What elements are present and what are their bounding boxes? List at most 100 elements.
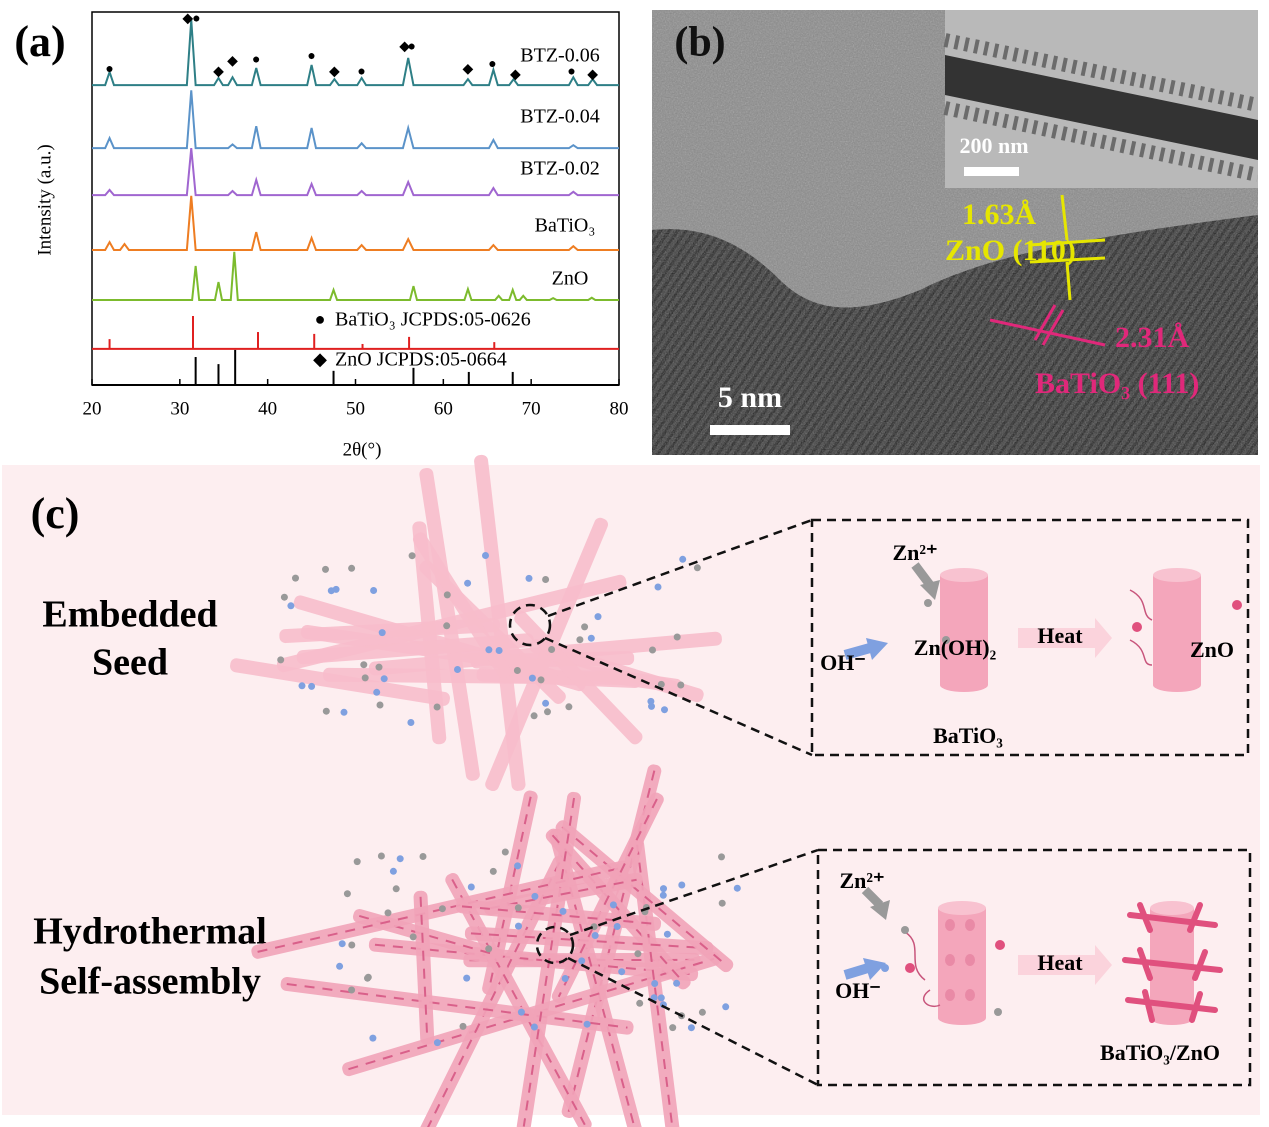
fringe-marker xyxy=(1029,194,1106,301)
ion xyxy=(343,890,351,898)
ion xyxy=(677,681,685,689)
ion xyxy=(467,883,475,891)
ion xyxy=(308,682,316,690)
ion xyxy=(292,574,299,582)
scale-label: 5 nm xyxy=(718,381,782,414)
peak-marker: ● xyxy=(567,64,575,79)
ion xyxy=(433,703,441,711)
ion xyxy=(528,674,536,682)
peak-marker: ● xyxy=(488,57,496,72)
cylinder xyxy=(940,575,988,685)
arrow xyxy=(870,900,890,920)
arrow xyxy=(861,886,884,909)
fiber-seam xyxy=(461,905,656,925)
ion xyxy=(443,622,451,630)
ion xyxy=(360,661,368,669)
ion xyxy=(544,708,551,716)
legend-symbol: ◆ xyxy=(313,349,327,369)
ion xyxy=(322,707,330,715)
ion xyxy=(433,1039,441,1047)
ion xyxy=(678,881,686,889)
x-tick-label: 30 xyxy=(170,398,189,419)
ion xyxy=(942,636,950,644)
ion xyxy=(548,646,556,653)
fiber xyxy=(412,532,512,679)
ion xyxy=(651,980,659,987)
peak-marker: ● xyxy=(105,62,113,77)
ion xyxy=(565,703,573,711)
peak-marker: ◆ xyxy=(399,39,410,54)
zoom-line xyxy=(544,518,813,757)
ion xyxy=(396,855,404,863)
ion xyxy=(515,922,522,930)
ion xyxy=(718,853,725,861)
peak-marker: ◆ xyxy=(510,67,521,82)
ion xyxy=(594,613,602,621)
ion xyxy=(698,1008,706,1016)
row-title: Self-assembly xyxy=(39,961,261,1003)
ion xyxy=(438,905,446,913)
panel-label: (b) xyxy=(674,20,725,66)
fiber-seam xyxy=(470,932,708,950)
zno-rods xyxy=(1122,902,1223,1023)
ion xyxy=(542,699,550,707)
ion xyxy=(443,591,451,599)
ion xyxy=(409,933,417,941)
cylinder-bottom xyxy=(1153,678,1201,692)
ion xyxy=(464,579,472,587)
ion xyxy=(517,1008,525,1016)
bond xyxy=(1129,589,1153,666)
tem-image xyxy=(652,10,1258,455)
heat-label: Heat xyxy=(1037,950,1083,975)
ion xyxy=(733,884,741,892)
ion xyxy=(370,587,378,594)
ion xyxy=(348,564,356,572)
ion xyxy=(353,858,361,866)
zoom-line xyxy=(567,848,819,1087)
zoom-guides xyxy=(508,518,1252,1087)
ion xyxy=(636,999,644,1007)
peak-marker: ● xyxy=(357,64,365,79)
row-title: Hydrothermal xyxy=(33,911,267,953)
inset-scale-bar xyxy=(964,167,1019,176)
inset-shell xyxy=(943,33,1258,182)
cylinder-top xyxy=(938,901,986,915)
cylinder-top xyxy=(1150,901,1194,915)
fringe-spacing: 2.31Å xyxy=(1115,321,1190,354)
ion xyxy=(901,926,909,934)
fringe-plane: ZnO (110) xyxy=(945,234,1076,267)
series-label: BTZ-0.06 xyxy=(520,45,599,67)
fiber xyxy=(455,899,662,931)
ion xyxy=(338,940,346,948)
ion xyxy=(559,907,567,915)
ion xyxy=(693,564,701,572)
ion xyxy=(669,1024,677,1032)
ion xyxy=(364,974,371,982)
ion xyxy=(419,853,427,860)
ion xyxy=(373,688,381,696)
ion xyxy=(377,852,385,860)
ion xyxy=(576,636,584,644)
peak-marker: ◆ xyxy=(329,64,340,79)
series-label: BTZ-0.02 xyxy=(520,158,599,180)
ion xyxy=(531,892,539,900)
ion xyxy=(609,901,617,909)
fiber-body xyxy=(412,532,512,679)
ion xyxy=(542,576,550,583)
detail-labels: Zn²⁺ OH⁻ Zn(OH)₂ Heat ZnO BaTiO₃ Zn²⁺ OH… xyxy=(820,540,1234,1065)
pattern-line xyxy=(92,195,619,251)
fiber xyxy=(483,872,643,916)
fiber-body xyxy=(514,611,643,745)
peak-marker: ◆ xyxy=(182,12,193,27)
x-tick-label: 80 xyxy=(610,398,629,419)
peak-marker: ◆ xyxy=(213,64,224,79)
ion xyxy=(361,674,369,682)
product-label: ZnO xyxy=(1190,637,1234,662)
ion-label: Zn²⁺ xyxy=(839,868,884,893)
ion xyxy=(660,885,667,893)
ion xyxy=(663,930,671,938)
series-label: ZnO xyxy=(552,268,589,290)
ion xyxy=(485,945,493,953)
product-label: BaTiO₃/ZnO xyxy=(1100,1040,1220,1065)
